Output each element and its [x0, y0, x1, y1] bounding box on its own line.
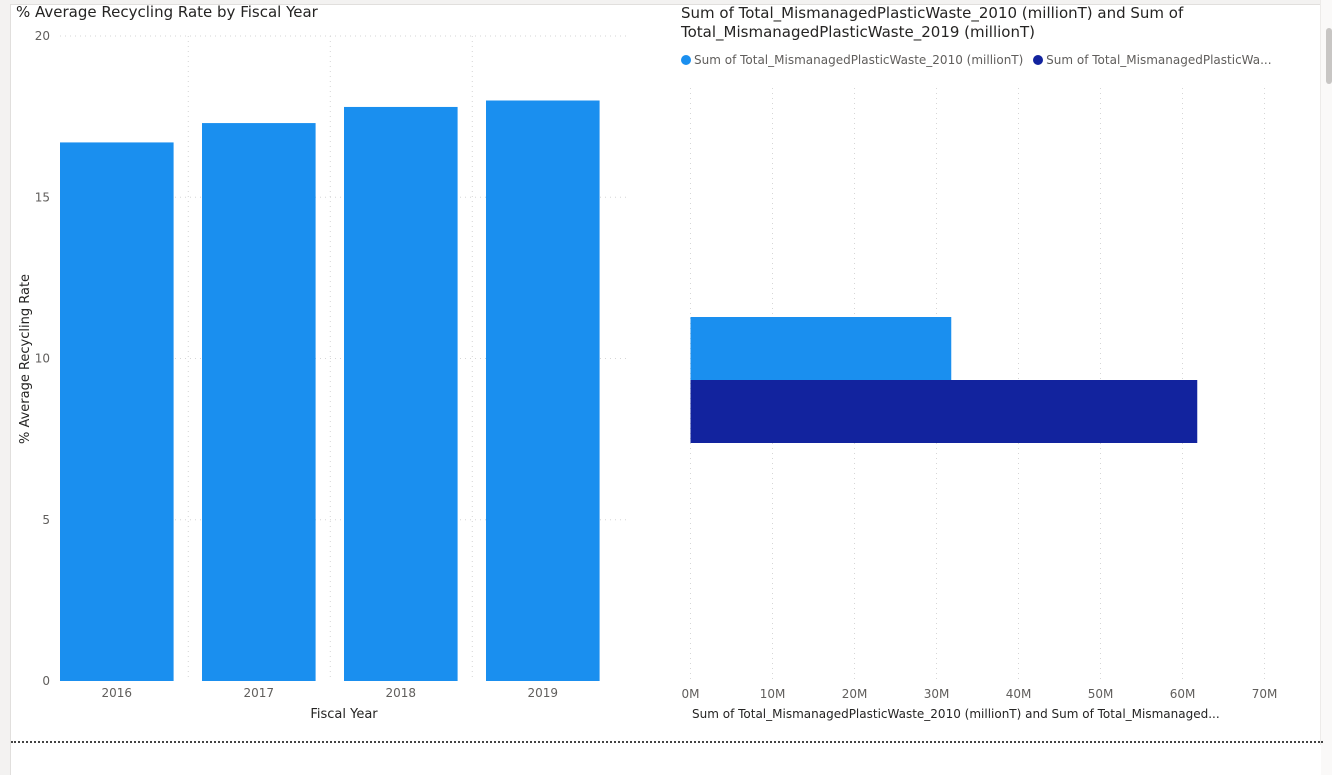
right-x-tick-70M: 70M	[1252, 687, 1278, 701]
legend-marker-2010	[681, 55, 691, 65]
left-y-tick-5: 5	[42, 513, 50, 527]
left-y-tick-10: 10	[35, 352, 50, 366]
left-chart-bars	[60, 100, 600, 682]
top-edge	[10, 0, 1332, 5]
page-below-area	[11, 745, 1321, 775]
bar-2018[interactable]	[344, 106, 458, 681]
legend-marker-2019	[1033, 55, 1044, 65]
left-rail	[0, 0, 11, 775]
bar-2017[interactable]	[202, 123, 316, 681]
left-y-tick-20: 20	[35, 29, 50, 43]
scrollbar-thumb[interactable]	[1326, 28, 1332, 84]
right-chart: 0M 10M 20M 30M 40M 50M 60M 70M Sum of Total_Mis…	[682, 88, 1278, 721]
bar-2016[interactable]	[60, 142, 174, 682]
left-x-tick-2017: 2017	[244, 686, 275, 700]
right-x-tick-30M: 30M	[924, 687, 950, 701]
right-chart-bars	[690, 317, 1198, 443]
legend-item-2010[interactable]: Sum of Total_MismanagedPlasticWaste_2010…	[681, 53, 1023, 67]
bar-mismanaged-2010[interactable]	[690, 317, 952, 380]
right-chart-legend: Sum of Total_MismanagedPlasticWaste_2010…	[681, 53, 1281, 71]
right-x-tick-40M: 40M	[1006, 687, 1032, 701]
legend-label-2019: Sum of Total_MismanagedPlasticWa...	[1046, 53, 1272, 67]
right-x-tick-50M: 50M	[1088, 687, 1114, 701]
left-chart-y-ticks: 0 5 10 15 20	[35, 29, 50, 688]
left-chart-x-axis-label: Fiscal Year	[310, 707, 378, 722]
legend-item-2019[interactable]: Sum of Total_MismanagedPlasticWa...	[1033, 53, 1272, 67]
right-chart-x-axis-label: Sum of Total_MismanagedPlasticWaste_2010…	[692, 707, 1220, 721]
bar-mismanaged-2019[interactable]	[690, 380, 1198, 443]
left-x-tick-2018: 2018	[386, 686, 417, 700]
left-y-tick-0: 0	[42, 674, 50, 688]
left-x-tick-2016: 2016	[102, 686, 133, 700]
left-chart-x-ticks: 2016 2017 2018 2019	[102, 686, 559, 700]
right-x-tick-20M: 20M	[842, 687, 868, 701]
left-x-tick-2019: 2019	[528, 686, 559, 700]
left-chart-title: % Average Recycling Rate by Fiscal Year	[16, 3, 318, 21]
page-boundary	[11, 741, 1323, 743]
right-x-tick-60M: 60M	[1170, 687, 1196, 701]
right-x-tick-10M: 10M	[760, 687, 786, 701]
right-gutter	[1320, 0, 1332, 775]
right-x-tick-0M: 0M	[682, 687, 700, 701]
left-chart-y-axis-label: % Average Recycling Rate	[18, 274, 33, 444]
left-y-tick-15: 15	[35, 190, 50, 204]
left-chart: 0 5 10 15 20 2016 2017 2018 2019 % Average Recy…	[18, 29, 628, 722]
right-chart-x-ticks: 0M 10M 20M 30M 40M 50M 60M 70M	[682, 687, 1278, 701]
legend-label-2010: Sum of Total_MismanagedPlasticWaste_2010…	[694, 53, 1024, 67]
right-chart-title: Sum of Total_MismanagedPlasticWaste_2010…	[681, 4, 1184, 41]
bar-2019[interactable]	[486, 100, 600, 682]
